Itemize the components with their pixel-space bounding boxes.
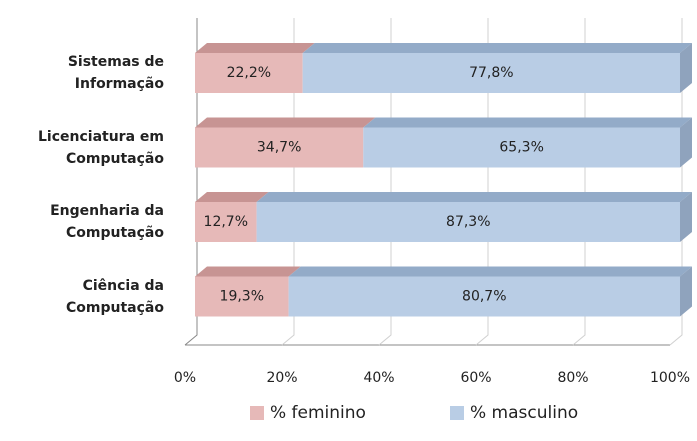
y-tick-label: Ciência da Computação xyxy=(66,277,164,316)
value-label: 87,3% xyxy=(446,214,490,230)
x-tick-label: 80% xyxy=(557,370,588,386)
value-label: 65,3% xyxy=(499,140,543,156)
bar xyxy=(195,53,303,93)
value-label: 77,8% xyxy=(469,65,513,81)
bar-top xyxy=(195,117,376,128)
bar xyxy=(195,127,364,168)
bar-top xyxy=(256,192,692,202)
bar xyxy=(288,276,680,317)
bar-end xyxy=(680,117,692,168)
x-tick-label: 60% xyxy=(460,370,491,386)
legend-label: % feminino xyxy=(270,403,366,423)
bar-segment xyxy=(195,192,269,242)
bar-top xyxy=(195,43,315,53)
bar-top xyxy=(363,117,692,128)
x-tick-label: 20% xyxy=(266,370,297,386)
bar-end xyxy=(680,266,692,317)
bar-segment xyxy=(288,266,692,317)
value-label: 19,3% xyxy=(220,289,264,305)
bar-segment xyxy=(302,43,692,93)
bar xyxy=(302,53,680,93)
bar-segment xyxy=(256,192,692,242)
bar-segment xyxy=(195,117,376,168)
bar-segment xyxy=(195,266,301,317)
bar-end xyxy=(680,192,692,242)
legend-swatch xyxy=(450,406,464,420)
x-tick-label: 40% xyxy=(363,370,394,386)
bar-top xyxy=(302,43,692,53)
bar xyxy=(195,202,257,242)
bar-top xyxy=(195,192,269,202)
x-tick-label: 100% xyxy=(650,370,690,386)
y-tick-label: Engenharia da Computação xyxy=(50,203,164,241)
y-tick-label: Sistemas de Informação xyxy=(67,54,164,92)
grid-line xyxy=(184,18,198,346)
y-tick-label: Licenciatura em Computação xyxy=(38,128,164,167)
bar-segment xyxy=(195,43,315,93)
bar-segment xyxy=(363,117,692,168)
x-tick-label: 0% xyxy=(174,370,196,386)
bar xyxy=(195,276,289,317)
value-label: 12,7% xyxy=(204,214,248,230)
value-label: 80,7% xyxy=(462,289,506,305)
bar xyxy=(256,202,680,242)
bar xyxy=(363,127,680,168)
value-label: 34,7% xyxy=(257,140,301,156)
bar-top xyxy=(195,266,301,277)
value-label: 22,2% xyxy=(227,65,271,81)
legend-label: % masculino xyxy=(470,403,578,423)
legend-swatch xyxy=(250,406,264,420)
bar-top xyxy=(288,266,692,277)
bar-end xyxy=(680,43,692,93)
